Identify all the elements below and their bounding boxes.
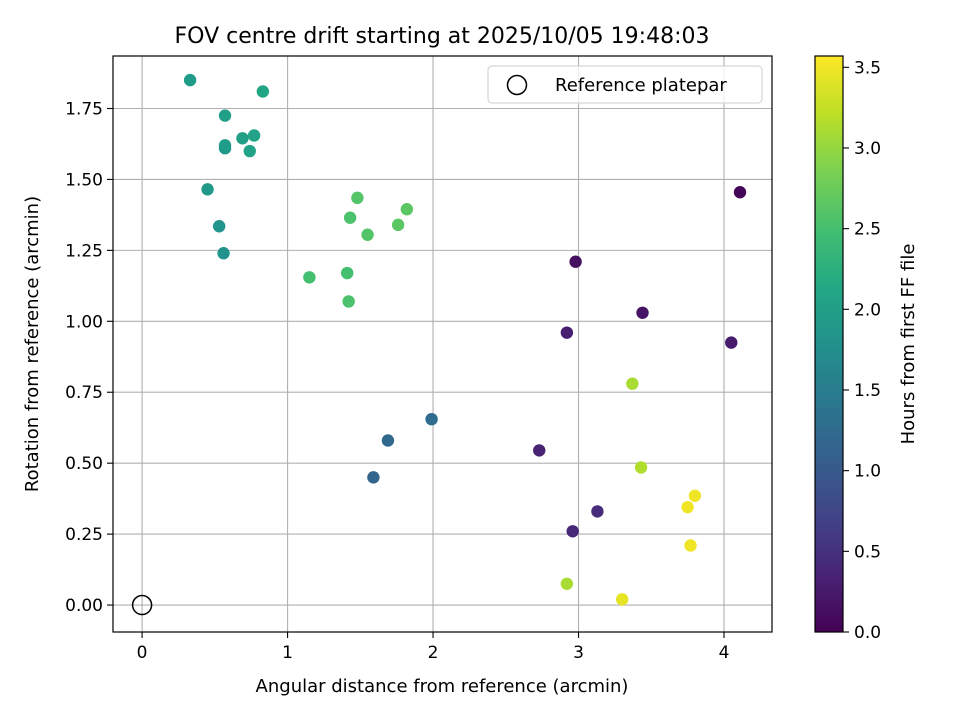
x-tick-label: 3 [573, 643, 584, 663]
colorbar-tick-label: 1.5 [854, 381, 881, 401]
scatter-point [400, 203, 414, 216]
colorbar-tick-label: 3.5 [854, 58, 881, 78]
grid [113, 56, 772, 632]
colorbar-frame [814, 55, 844, 633]
scatter-point [391, 218, 405, 232]
x-tick-label: 1 [282, 643, 293, 663]
chart-title: FOV centre drift starting at 2025/10/05 … [175, 24, 710, 49]
scatter-point [243, 144, 256, 158]
colorbar-tick-label: 0.5 [854, 542, 881, 562]
scatter-point [201, 183, 214, 196]
scatter-point [725, 336, 738, 349]
scatter-point [217, 247, 230, 260]
scatter-point [636, 306, 649, 319]
scatter-point [615, 593, 629, 606]
scatter-point [566, 525, 579, 538]
axis-ticks: 0 1 2 3 4 0.00 0.25 0.50 0.75 1.00 1.25 1.50 1.75 [65, 99, 729, 663]
colorbar-tick-label: 0.0 [854, 623, 881, 643]
scatter-point [183, 73, 197, 87]
scatter-point [425, 412, 438, 426]
scatter-point [681, 500, 694, 514]
scatter-point [684, 539, 697, 552]
data-points [131, 73, 747, 616]
scatter-point [634, 461, 648, 474]
legend-label-reference: Reference platepar [555, 75, 727, 96]
y-axis-label: Rotation from reference (arcmin) [22, 196, 43, 492]
colorbar-ticks: 0.0 0.5 1.0 1.5 2.0 2.5 3.0 3.5 [843, 58, 881, 643]
scatter-point [342, 295, 355, 308]
scatter-point [361, 228, 374, 241]
scatter-point [351, 191, 364, 205]
legend-box [487, 65, 763, 104]
y-tick-label: 0.00 [65, 596, 103, 616]
y-tick-label: 1.00 [65, 312, 103, 332]
scatter-point [212, 220, 226, 233]
x-tick-label: 2 [428, 643, 439, 663]
x-tick-label: 4 [719, 643, 730, 663]
y-tick-label: 1.50 [65, 170, 103, 190]
legend-reference-marker [506, 74, 528, 96]
scatter-point [256, 85, 270, 98]
scatter-point [303, 271, 316, 284]
colorbar-label: Hours from first FF file [898, 244, 919, 445]
scatter-point [367, 471, 380, 484]
scatter-point [343, 211, 357, 224]
scatter-point [247, 129, 261, 142]
scatter-point [733, 185, 747, 199]
scatter-point [626, 377, 639, 390]
scatter-point [341, 266, 354, 280]
reference-platepar-marker [131, 594, 153, 616]
scatter-point [560, 577, 574, 590]
colorbar [815, 56, 843, 632]
scatter-point [569, 255, 582, 268]
legend: Reference platepar [487, 65, 763, 104]
scatter-point [381, 434, 395, 447]
scatter-point [688, 489, 702, 503]
scatter-point [591, 505, 604, 518]
plot-frame [112, 55, 773, 633]
colorbar-tick-label: 2.5 [854, 220, 881, 240]
colorbar-tick-label: 3.0 [854, 139, 881, 159]
colorbar-tick-label: 2.0 [854, 300, 881, 320]
x-tick-label: 0 [137, 643, 148, 663]
scatter-point [218, 109, 232, 122]
scatter-point [533, 444, 546, 457]
scatter-point [560, 326, 574, 339]
y-tick-label: 1.75 [65, 99, 103, 119]
x-axis-label: Angular distance from reference (arcmin) [256, 676, 629, 697]
y-tick-label: 0.25 [65, 525, 103, 545]
scatter-point [236, 132, 249, 145]
y-tick-label: 0.75 [65, 383, 103, 403]
y-tick-label: 0.50 [65, 454, 103, 474]
scatter-point [218, 139, 232, 152]
colorbar-tick-label: 1.0 [854, 462, 881, 482]
y-tick-label: 1.25 [65, 241, 103, 261]
